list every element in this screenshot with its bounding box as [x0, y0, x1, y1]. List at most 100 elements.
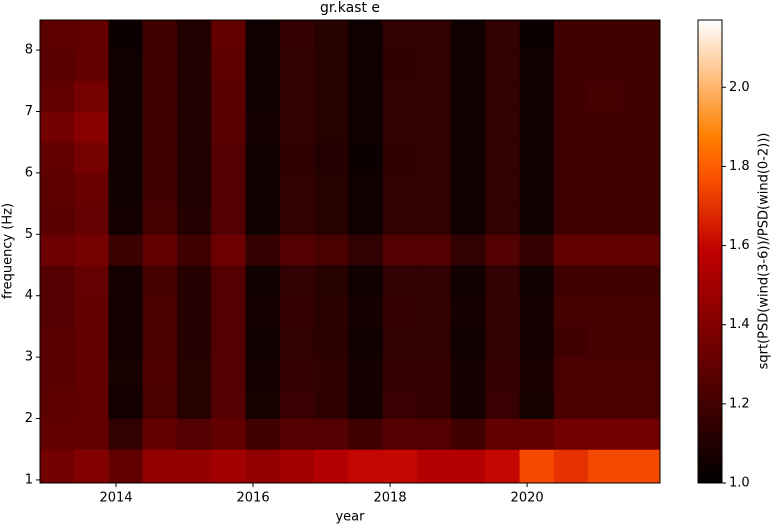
- colorbar-tick-label: 1.8: [729, 159, 750, 174]
- heatmap-cell: [74, 142, 110, 174]
- heatmap-cell: [622, 203, 661, 235]
- heatmap-cell: [553, 142, 589, 174]
- heatmap-cell: [519, 234, 555, 266]
- heatmap-cell: [314, 449, 349, 484]
- heatmap-cell: [108, 80, 144, 112]
- heatmap-cell: [622, 80, 661, 112]
- heatmap-cell: [416, 20, 452, 51]
- heatmap-cell: [348, 418, 384, 450]
- heatmap-cell: [177, 172, 212, 205]
- heatmap-cell: [279, 357, 315, 389]
- heatmap-cell: [348, 387, 384, 420]
- plot-frame: [39, 19, 661, 484]
- heatmap-cell: [40, 80, 75, 112]
- heatmap-cell: [108, 50, 144, 82]
- colorbar-tick-label: 1.6: [729, 238, 750, 253]
- heatmap-cell: [40, 50, 75, 82]
- heatmap-cell: [348, 80, 384, 112]
- heatmap-cell: [314, 142, 349, 174]
- heatmap-cell: [177, 20, 212, 51]
- heatmap-cell: [416, 234, 452, 266]
- heatmap-cell: [142, 111, 178, 143]
- heatmap-cell: [211, 449, 247, 484]
- heatmap-cell: [108, 142, 144, 174]
- heatmap-cell: [177, 387, 212, 420]
- heatmap-cell: [553, 295, 589, 327]
- heatmap-cell: [416, 172, 452, 205]
- heatmap-cell: [142, 20, 178, 51]
- y-tick-label: 2: [25, 411, 33, 426]
- heatmap-cell: [588, 234, 623, 266]
- heatmap-cell: [416, 449, 452, 484]
- heatmap-cell: [553, 265, 589, 297]
- heatmap-cell: [279, 172, 315, 205]
- heatmap-cell: [177, 326, 212, 358]
- heatmap-cell: [40, 172, 75, 205]
- heatmap-cell: [211, 387, 247, 420]
- heatmap-cell: [211, 234, 247, 266]
- heatmap-cell: [211, 172, 247, 205]
- heatmap-cell: [382, 326, 418, 358]
- heatmap-cell: [348, 326, 384, 358]
- heatmap-cell: [108, 418, 144, 450]
- y-tick-label: 8: [25, 43, 33, 58]
- heatmap-cell: [177, 265, 212, 297]
- heatmap-cell: [142, 142, 178, 174]
- heatmap-cell: [416, 387, 452, 420]
- heatmap-cell: [485, 142, 521, 174]
- heatmap-cell: [142, 50, 178, 82]
- heatmap-cell: [348, 357, 384, 389]
- heatmap-cell: [74, 295, 110, 327]
- heatmap-cell: [40, 20, 75, 51]
- heatmap-cell: [177, 295, 212, 327]
- heatmap-cell: [588, 357, 623, 389]
- heatmap-cell: [416, 80, 452, 112]
- heatmap-cell: [40, 357, 75, 389]
- heatmap-cell: [314, 357, 349, 389]
- heatmap-cell: [74, 203, 110, 235]
- heatmap-cell: [314, 418, 349, 450]
- heatmap-cell: [142, 80, 178, 112]
- colorbar: [697, 19, 723, 484]
- heatmap-cell: [382, 172, 418, 205]
- heatmap-cell: [416, 326, 452, 358]
- heatmap-cell: [382, 50, 418, 82]
- heatmap-cell: [245, 326, 281, 358]
- heatmap-cell: [348, 449, 384, 484]
- heatmap-cell: [314, 172, 349, 205]
- heatmap-cell: [211, 326, 247, 358]
- heatmap-cell: [142, 357, 178, 389]
- heatmap-cell: [211, 357, 247, 389]
- x-tick-label: 2016: [237, 491, 270, 506]
- heatmap-cell: [519, 142, 555, 174]
- heatmap-cell: [245, 172, 281, 205]
- heatmap-cell: [211, 20, 247, 51]
- heatmap-cell: [40, 203, 75, 235]
- heatmap-cell: [108, 203, 144, 235]
- heatmap-cell: [519, 265, 555, 297]
- heatmap-cell: [588, 80, 623, 112]
- heatmap-cell: [211, 295, 247, 327]
- heatmap-cell: [279, 50, 315, 82]
- heatmap-cell: [314, 326, 349, 358]
- heatmap-cell: [142, 203, 178, 235]
- heatmap-cell: [588, 326, 623, 358]
- heatmap-cell: [451, 203, 486, 235]
- heatmap-cell: [588, 449, 623, 484]
- heatmap-cell: [177, 357, 212, 389]
- x-tick-label: 2018: [374, 491, 407, 506]
- colorbar-tick-label: 1.2: [729, 396, 750, 411]
- heatmap-cell: [279, 265, 315, 297]
- heatmap-cell: [485, 295, 521, 327]
- heatmap-cell: [314, 20, 349, 51]
- heatmap-cell: [40, 326, 75, 358]
- heatmap-cell: [348, 172, 384, 205]
- heatmap-cell: [553, 357, 589, 389]
- heatmap-cell: [588, 50, 623, 82]
- heatmap-cell: [451, 50, 486, 82]
- y-tick-label: 4: [25, 288, 33, 303]
- heatmap-cell: [40, 111, 75, 143]
- heatmap-cell: [485, 357, 521, 389]
- heatmap-cell: [451, 418, 486, 450]
- heatmap-cell: [177, 234, 212, 266]
